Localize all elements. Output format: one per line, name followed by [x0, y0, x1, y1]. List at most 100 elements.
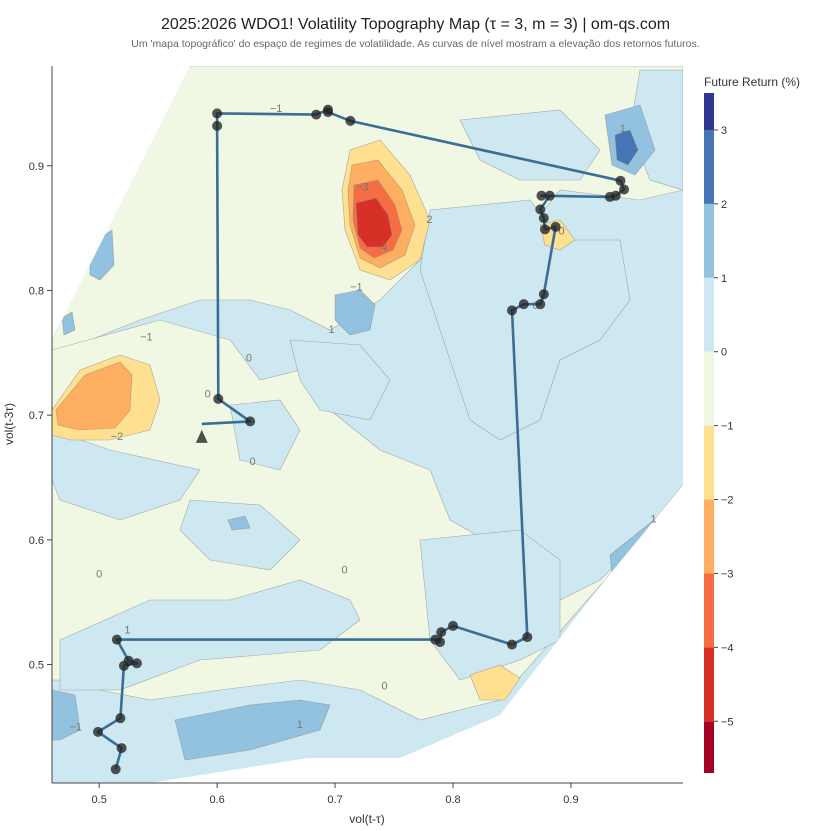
trajectory-point-33 — [115, 713, 126, 724]
trajectory-start-marker — [195, 429, 208, 443]
trajectory-point-36 — [110, 764, 121, 775]
trajectory-point-7 — [322, 107, 333, 118]
contour-region-26 — [61, 311, 76, 336]
colorbar-tick-label-6: −3 — [721, 568, 734, 580]
contour-label-15: 0 — [96, 568, 102, 580]
colorbar-tick-label-4: −1 — [721, 421, 734, 433]
contour-region-27 — [227, 515, 251, 531]
contour-labels: −1 −3 −4 −1 2 −1 −2 0 1 0 0 0 0 1 1 0 0 1 0 1 −1 — [69, 103, 656, 733]
colorbar-tick-label-0: 3 — [721, 125, 727, 137]
colorbar: 3 2 1 0 −1 −2 −3 −4 −5 — [704, 93, 734, 773]
x-tick-label-2: 0.7 — [327, 794, 342, 806]
x-axis-title: vol(t-τ) — [349, 812, 384, 826]
contour-label-14: 1 — [650, 513, 656, 525]
contour-label-0: −1 — [270, 103, 283, 115]
x-tick-label-3: 0.8 — [445, 794, 460, 806]
y-tick-label-0: 0.5 — [29, 660, 44, 672]
contour-region-24 — [52, 689, 81, 741]
x-tick-label-4: 0.9 — [563, 794, 578, 806]
contour-label-5: −1 — [140, 331, 153, 343]
trajectory-point-10 — [619, 184, 630, 195]
trajectory-point-21 — [518, 299, 529, 310]
trajectory-point-16 — [538, 213, 549, 224]
contour-region-2 — [289, 339, 391, 421]
trajectory-point-26 — [436, 627, 447, 638]
colorbar-title: Future Return (%) — [704, 75, 800, 89]
trajectory-point-34 — [92, 726, 103, 737]
trajectory — [92, 104, 630, 775]
colorbar-band-0 — [704, 721, 714, 773]
colorbar-band-9 — [704, 93, 714, 130]
contour-label-3: −1 — [350, 281, 363, 293]
contour-label-1: −3 — [356, 182, 369, 194]
colorbar-band-5 — [704, 351, 714, 426]
trajectory-point-31 — [131, 658, 142, 669]
contour-region-22 — [614, 129, 639, 166]
colorbar-tick-label-5: −2 — [721, 495, 734, 507]
colorbar-tick-label-3: 0 — [721, 347, 727, 359]
trajectory-point-22 — [506, 305, 517, 316]
contour-label-2: −4 — [375, 242, 388, 254]
y-tick-label-4: 0.9 — [29, 161, 44, 173]
contour-label-17: 1 — [124, 624, 130, 636]
trajectory-point-35 — [116, 743, 127, 754]
contour-region-10 — [52, 429, 201, 521]
contour-label-4: 2 — [426, 214, 432, 226]
colorbar-band-3 — [704, 499, 714, 574]
trajectory-point-20 — [535, 299, 546, 310]
colorbar-band-6 — [704, 277, 714, 352]
trajectory-point-17 — [540, 224, 551, 235]
trajectory-point-28 — [430, 634, 441, 645]
colorbar-band-4 — [704, 425, 714, 500]
colorbar-tick-label-8: −5 — [721, 716, 734, 728]
colorbar-tick-label-2: 1 — [721, 273, 727, 285]
trajectory-point-29 — [111, 634, 122, 645]
contour-region-8 — [459, 109, 601, 181]
trajectory-point-19 — [538, 289, 549, 300]
contour-label-9: 0 — [205, 389, 211, 401]
trajectory-point-24 — [506, 639, 517, 650]
trajectory-point-2 — [213, 393, 224, 404]
x-tick-label-0: 0.5 — [92, 794, 107, 806]
contour-label-20: −1 — [69, 722, 82, 734]
contour-label-16: 0 — [341, 565, 347, 577]
trajectory-point-12 — [604, 191, 615, 202]
contour-region-20 — [174, 699, 331, 761]
trajectory-point-32 — [118, 660, 129, 671]
contour-label-18: 0 — [382, 680, 388, 692]
contour-label-19: 1 — [297, 719, 303, 731]
trajectory-point-8 — [345, 115, 356, 126]
contour-label-11: 0 — [558, 225, 564, 237]
trajectory-point-25 — [448, 620, 459, 631]
contour-region-4 — [179, 499, 301, 571]
trajectory-point-1 — [245, 416, 256, 427]
contour-label-6: −2 — [111, 431, 124, 443]
y-axis-title: vol(t-3τ) — [2, 403, 16, 445]
colorbar-tick-label-1: 2 — [721, 199, 727, 211]
colorbar-tick-label-7: −4 — [721, 642, 734, 654]
y-axis-ticks: 0.5 0.6 0.7 0.8 0.9 — [29, 161, 52, 672]
y-tick-label-2: 0.7 — [29, 410, 44, 422]
chart-title: 2025:2026 WDO1! Volatility Topography Ma… — [160, 16, 671, 33]
colorbar-band-7 — [704, 203, 714, 278]
trajectory-point-9 — [615, 175, 626, 186]
trajectory-point-5 — [311, 109, 322, 120]
colorbar-band-8 — [704, 129, 714, 204]
y-tick-label-1: 0.6 — [29, 535, 44, 547]
trajectory-point-18 — [550, 221, 561, 232]
contour-region-19 — [334, 289, 376, 336]
contour-label-8: 1 — [328, 324, 334, 336]
x-tick-label-1: 0.6 — [209, 794, 224, 806]
contour-region-16 — [55, 361, 133, 431]
contour-label-13: 1 — [620, 123, 626, 135]
colorbar-band-2 — [704, 573, 714, 648]
trajectory-point-4 — [212, 108, 223, 119]
colorbar-band-1 — [704, 647, 714, 722]
y-tick-label-3: 0.8 — [29, 285, 44, 297]
chart-subtitle: Um 'mapa topográfico' do espaço de regim… — [131, 38, 700, 50]
x-axis-ticks: 0.5 0.6 0.7 0.8 0.9 — [92, 783, 579, 806]
trajectory-point-23 — [522, 632, 533, 643]
trajectory-point-13 — [536, 190, 547, 201]
